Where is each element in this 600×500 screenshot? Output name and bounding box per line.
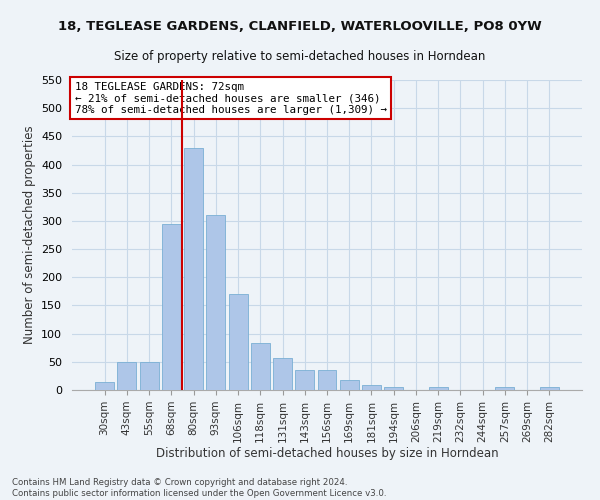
Text: 18, TEGLEASE GARDENS, CLANFIELD, WATERLOOVILLE, PO8 0YW: 18, TEGLEASE GARDENS, CLANFIELD, WATERLO… [58, 20, 542, 33]
Text: Size of property relative to semi-detached houses in Horndean: Size of property relative to semi-detach… [115, 50, 485, 63]
Bar [317, 370, 337, 390]
Bar [340, 380, 359, 390]
Bar [295, 370, 314, 390]
Bar [118, 362, 136, 390]
Text: 18 TEGLEASE GARDENS: 72sqm
← 21% of semi-detached houses are smaller (346)
78% o: 18 TEGLEASE GARDENS: 72sqm ← 21% of semi… [74, 82, 386, 115]
Bar [95, 382, 114, 390]
Bar [540, 386, 559, 390]
Bar [229, 294, 248, 390]
Bar [140, 362, 158, 390]
Bar [429, 386, 448, 390]
Bar [206, 216, 225, 390]
Bar [162, 224, 181, 390]
Y-axis label: Number of semi-detached properties: Number of semi-detached properties [23, 126, 35, 344]
Bar [384, 387, 403, 390]
Bar [496, 386, 514, 390]
X-axis label: Distribution of semi-detached houses by size in Horndean: Distribution of semi-detached houses by … [155, 448, 499, 460]
Text: Contains HM Land Registry data © Crown copyright and database right 2024.
Contai: Contains HM Land Registry data © Crown c… [12, 478, 386, 498]
Bar [362, 386, 381, 390]
Bar [273, 358, 292, 390]
Bar [184, 148, 203, 390]
Bar [251, 343, 270, 390]
